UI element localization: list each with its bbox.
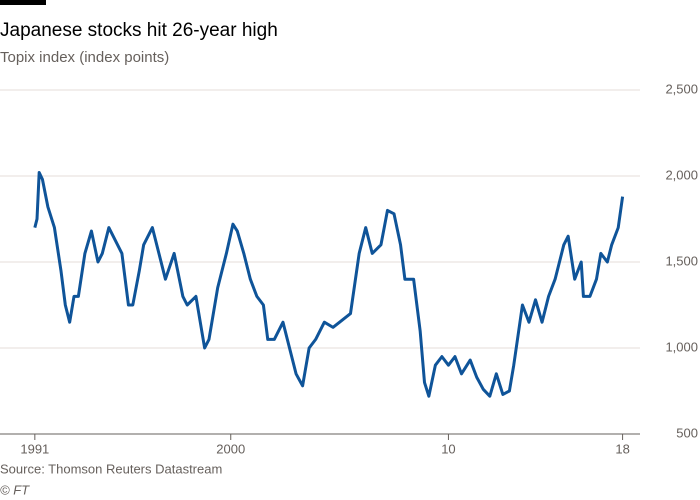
x-tick-label: 2000 bbox=[216, 441, 245, 456]
y-tick-label: 1,500 bbox=[665, 253, 698, 268]
y-tick-label: 2,000 bbox=[665, 167, 698, 182]
source: Source: Thomson Reuters Datastream bbox=[0, 461, 222, 476]
x-tick-label: 18 bbox=[615, 441, 629, 456]
brand-bar bbox=[0, 0, 46, 5]
x-tick-label: 1991 bbox=[20, 441, 49, 456]
x-tick-label: 10 bbox=[441, 441, 455, 456]
data-line bbox=[33, 171, 625, 398]
y-tick-label: 2,500 bbox=[665, 81, 698, 96]
credit: © FT bbox=[0, 482, 30, 497]
chart-title: Japanese stocks hit 26-year high bbox=[0, 20, 278, 41]
y-tick-label: 1,000 bbox=[665, 339, 698, 354]
chart-subtitle: Topix index (index points) bbox=[0, 49, 169, 66]
y-tick-label: 500 bbox=[676, 425, 698, 440]
